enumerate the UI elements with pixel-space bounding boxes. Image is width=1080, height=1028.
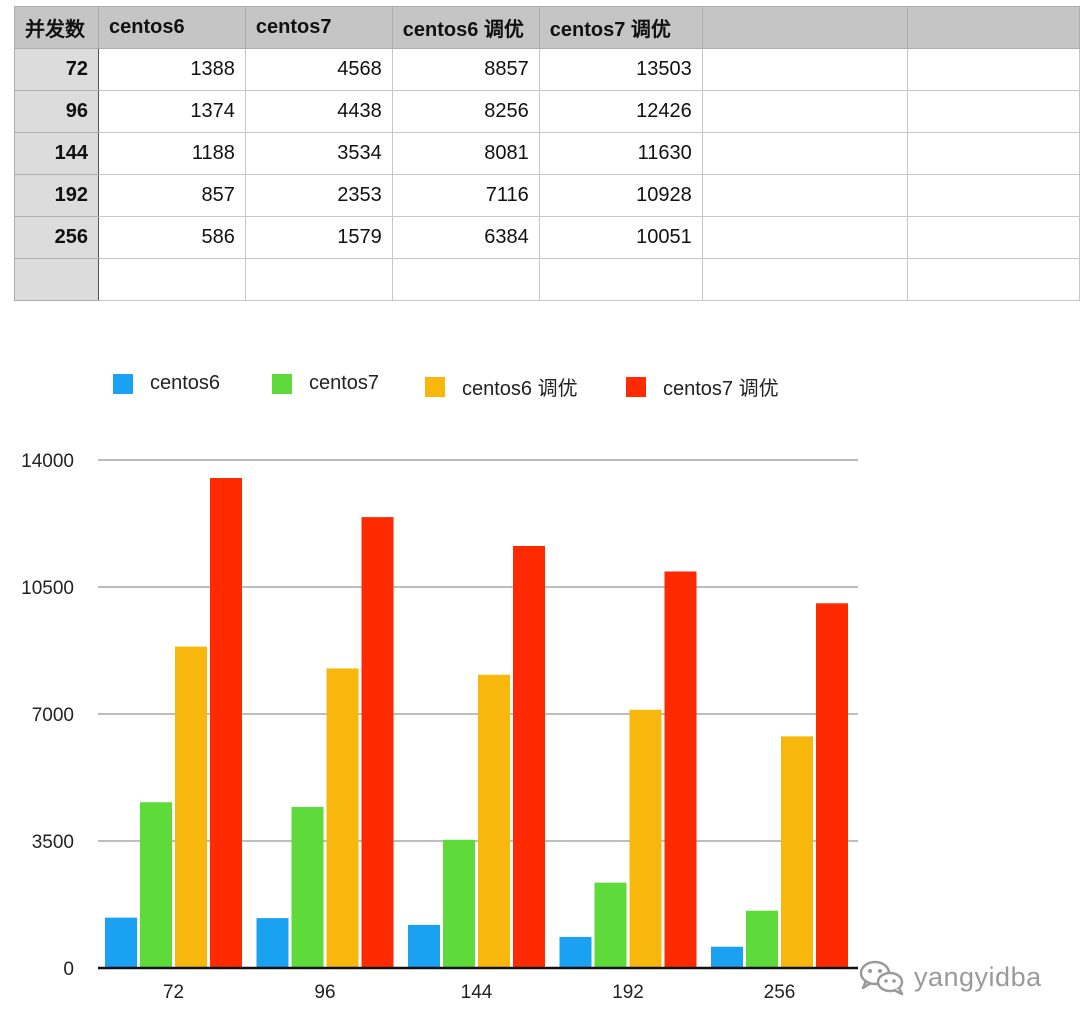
table-row: 144 1188 3534 8081 11630 <box>14 132 1080 175</box>
table-cell[interactable]: 8857 <box>391 48 540 91</box>
table-cell[interactable]: 12426 <box>538 90 703 133</box>
legend-item-centos7-tuned: centos7 调优 <box>626 372 779 401</box>
table-cell[interactable]: 6384 <box>391 216 540 259</box>
x-tick-label: 256 <box>764 982 796 1003</box>
legend-swatch <box>272 373 292 394</box>
row-header[interactable] <box>14 258 99 301</box>
table-cell[interactable]: 4568 <box>244 48 393 91</box>
bar <box>326 668 359 968</box>
bar <box>291 806 324 968</box>
table-cell[interactable]: 1579 <box>244 216 393 259</box>
row-header[interactable]: 144 <box>14 132 99 175</box>
table-cell[interactable] <box>701 132 909 175</box>
table-cell[interactable]: 13503 <box>538 48 703 91</box>
row-header[interactable]: 72 <box>14 48 99 91</box>
legend-label: centos7 调优 <box>663 378 779 400</box>
x-tick-label: 96 <box>314 982 335 1003</box>
y-tick-label: 10500 <box>21 578 74 599</box>
legend-label: centos7 <box>309 372 380 394</box>
table-header-row: 并发数 centos6 centos7 centos6 调优 centos7 调优 <box>14 6 1080 49</box>
bar <box>594 882 627 968</box>
table-cell[interactable]: 11630 <box>538 132 703 175</box>
table-cell[interactable]: 8081 <box>391 132 540 175</box>
x-tick-label: 192 <box>612 982 644 1003</box>
y-tick-label: 14000 <box>21 451 74 472</box>
watermark: yangyidba <box>858 958 1042 996</box>
table-row: 256 586 1579 6384 10051 <box>14 216 1080 259</box>
row-header[interactable]: 256 <box>14 216 99 259</box>
column-header[interactable]: centos6 调优 <box>391 6 540 49</box>
table-row: 96 1374 4438 8256 12426 <box>14 90 1080 133</box>
legend-label: centos6 <box>150 372 221 394</box>
legend-swatch <box>425 376 445 397</box>
table-cell[interactable]: 10928 <box>538 174 703 217</box>
bar <box>746 910 778 968</box>
table-cell[interactable]: 1188 <box>97 132 246 175</box>
table-row: 72 1388 4568 8857 13503 <box>14 48 1080 91</box>
bar <box>664 571 697 968</box>
y-tick-label: 0 <box>63 959 74 980</box>
watermark-text: yangyidba <box>914 961 1042 992</box>
table-cell[interactable] <box>701 90 909 133</box>
bar <box>513 545 545 968</box>
legend-swatch <box>626 376 646 397</box>
table-cell[interactable]: 1374 <box>97 90 246 133</box>
bar <box>781 736 813 968</box>
table-cell[interactable]: 3534 <box>244 132 393 175</box>
bar <box>629 709 662 968</box>
bar <box>105 917 137 968</box>
bar <box>175 646 207 968</box>
bar <box>140 802 172 968</box>
table-row <box>14 258 1080 301</box>
x-tick-label: 72 <box>163 982 184 1003</box>
table-cell[interactable] <box>907 258 1080 301</box>
bar <box>559 936 592 968</box>
legend-item-centos7: centos7 <box>272 372 379 395</box>
column-header[interactable]: 并发数 <box>14 6 99 49</box>
table-cell[interactable] <box>701 216 909 259</box>
table-cell[interactable]: 10051 <box>538 216 703 259</box>
y-tick-label: 7000 <box>32 705 74 726</box>
table-cell[interactable]: 586 <box>97 216 246 259</box>
table-cell[interactable] <box>907 216 1080 259</box>
table-cell[interactable] <box>701 258 909 301</box>
table-cell[interactable] <box>907 48 1080 91</box>
bar <box>361 517 394 968</box>
table-cell[interactable] <box>538 258 703 301</box>
table-cell[interactable] <box>244 258 393 301</box>
legend-label: centos6 调优 <box>462 378 578 400</box>
bar <box>816 603 848 968</box>
bar <box>478 674 510 968</box>
table-cell[interactable] <box>391 258 540 301</box>
table-cell[interactable]: 8256 <box>391 90 540 133</box>
legend-swatch <box>113 373 133 394</box>
bar <box>443 839 475 968</box>
table-cell[interactable]: 7116 <box>391 174 540 217</box>
column-header[interactable] <box>701 6 909 49</box>
bar <box>711 946 743 968</box>
bar <box>210 478 242 968</box>
y-tick-label: 3500 <box>32 832 74 853</box>
row-header[interactable]: 192 <box>14 174 99 217</box>
bar <box>408 924 440 968</box>
table-cell[interactable] <box>907 132 1080 175</box>
data-table: 并发数 centos6 centos7 centos6 调优 centos7 调优 72 1… <box>14 6 1080 301</box>
column-header[interactable]: centos7 调优 <box>538 6 703 49</box>
table-row: 192 857 2353 7116 10928 <box>14 174 1080 217</box>
x-tick-label: 144 <box>461 982 493 1003</box>
legend-item-centos6: centos6 <box>113 372 220 395</box>
table-cell[interactable]: 2353 <box>244 174 393 217</box>
wechat-icon <box>859 960 904 996</box>
bar <box>256 918 289 968</box>
table-cell[interactable] <box>907 174 1080 217</box>
table-cell[interactable] <box>97 258 246 301</box>
legend-item-centos6-tuned: centos6 调优 <box>425 372 578 401</box>
